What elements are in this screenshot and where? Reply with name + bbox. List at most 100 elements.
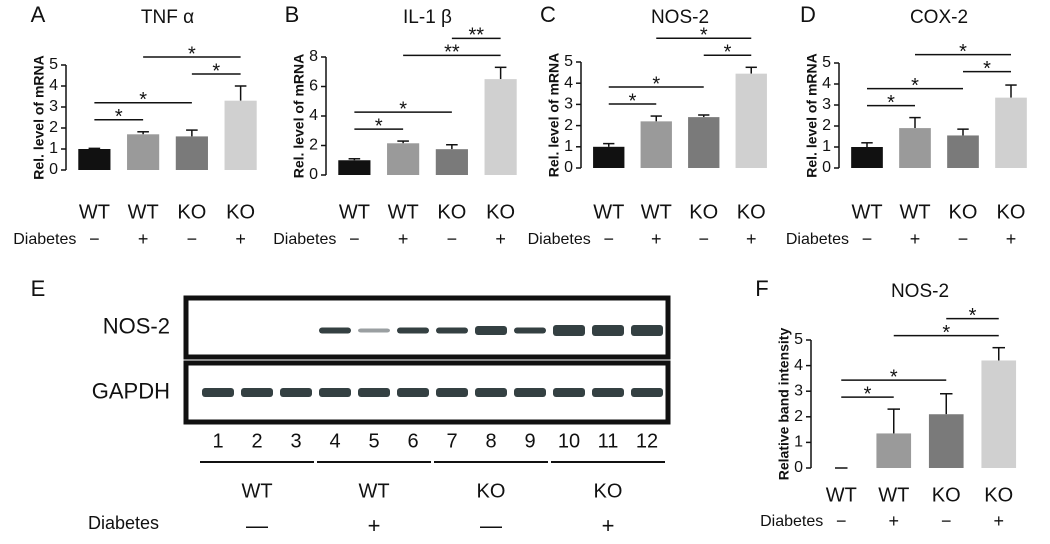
significance-label: *: [700, 25, 708, 47]
condition-sign: −: [603, 229, 614, 249]
y-tick-label: 5: [564, 53, 573, 70]
condition-sign: +: [235, 229, 246, 249]
significance-label: *: [969, 305, 977, 327]
y-tick-label: 1: [822, 138, 831, 155]
condition-sign: −: [349, 229, 360, 249]
y-tick-label: 0: [564, 159, 573, 176]
condition-label: Diabetes: [786, 231, 849, 248]
bar: [876, 433, 912, 468]
condition-sign: −: [447, 229, 458, 249]
chart-title: NOS-2: [651, 7, 709, 28]
blot-row-label: GAPDH: [92, 378, 170, 403]
significance-label: *: [864, 383, 872, 405]
y-tick-label: 2: [794, 408, 803, 425]
significance-label: *: [375, 115, 383, 137]
significance-label: *: [188, 43, 196, 65]
significance-label: *: [887, 92, 895, 114]
significance-label: *: [629, 90, 637, 112]
significance-label: *: [959, 41, 967, 63]
bar: [435, 149, 468, 175]
y-tick-label: 1: [49, 140, 58, 157]
significance-label: *: [399, 98, 407, 120]
blot-band: [631, 325, 663, 336]
condition-sign: −: [862, 229, 873, 249]
y-tick-label: 2: [822, 117, 831, 134]
y-axis-label: Rel. level of mRNA: [31, 55, 47, 179]
condition-sign: +: [495, 229, 506, 249]
condition-sign: +: [651, 229, 662, 249]
condition-sign: —: [480, 513, 502, 538]
y-tick-label: 3: [794, 382, 803, 399]
blot-band: [319, 388, 351, 397]
lane-number: 5: [368, 430, 379, 452]
x-tick-label: WT: [826, 484, 857, 506]
lane-number: 6: [407, 430, 418, 452]
y-tick-label: 0: [794, 459, 803, 476]
bar: [981, 360, 1017, 468]
significance-label: *: [890, 366, 898, 388]
y-tick-label: 4: [309, 107, 318, 124]
bar: [947, 135, 979, 168]
group-label: KO: [477, 480, 506, 502]
bar: [593, 146, 625, 168]
blot-band: [592, 325, 624, 336]
blot-band: [397, 388, 429, 397]
x-tick-label: WT: [79, 201, 110, 223]
lane-number: 1: [212, 430, 223, 452]
blot-band: [475, 326, 507, 335]
y-tick-label: 3: [822, 96, 831, 113]
condition-sign: +: [602, 513, 615, 538]
y-tick-label: 5: [794, 331, 803, 348]
blot-band: [241, 388, 273, 397]
group-label: WT: [358, 480, 389, 502]
lane-number: 3: [290, 430, 301, 452]
bar: [640, 121, 672, 168]
bar: [484, 79, 517, 175]
panel-letter: F: [755, 276, 768, 301]
y-tick-label: 1: [564, 138, 573, 155]
blot-band: [397, 327, 429, 334]
condition-sign: −: [941, 511, 952, 531]
bar: [78, 149, 111, 170]
lane-number: 4: [329, 430, 340, 452]
blot-band: [436, 388, 468, 397]
y-tick-label: 4: [564, 74, 573, 91]
y-tick-label: 2: [49, 119, 58, 136]
bar: [688, 117, 720, 168]
blot-row-label: NOS-2: [103, 313, 170, 338]
y-tick-label: 1: [794, 434, 803, 451]
blot-band: [553, 325, 585, 336]
blot-band: [475, 388, 507, 397]
x-tick-label: KO: [486, 201, 515, 223]
y-tick-label: 6: [309, 78, 318, 95]
blot-band: [319, 327, 351, 334]
x-tick-label: KO: [737, 201, 766, 223]
x-tick-label: KO: [949, 201, 978, 223]
bar: [127, 134, 160, 170]
panel-letter: D: [800, 2, 816, 27]
lane-number: 10: [558, 430, 580, 452]
blot-band: [514, 388, 546, 397]
x-tick-label: WT: [339, 201, 370, 223]
significance-label: *: [942, 322, 950, 344]
significance-label: *: [724, 42, 732, 64]
x-tick-label: KO: [689, 201, 718, 223]
chart-title: IL-1 β: [403, 7, 452, 28]
condition-sign: +: [746, 229, 757, 249]
y-axis-label: Rel. level of mRNA: [546, 53, 562, 177]
condition-sign: +: [910, 229, 921, 249]
y-axis-label: Rel. level of mRNA: [291, 54, 307, 178]
condition-sign: +: [368, 513, 381, 538]
x-tick-label: WT: [851, 201, 882, 223]
condition-sign: −: [958, 229, 969, 249]
y-tick-label: 4: [822, 75, 831, 92]
condition-label: Diabetes: [760, 513, 823, 530]
bar: [224, 100, 257, 170]
y-tick-label: 3: [49, 98, 58, 115]
y-tick-label: 8: [309, 48, 318, 65]
significance-label: *: [652, 73, 660, 95]
y-tick-label: 0: [309, 166, 318, 183]
significance-label: *: [115, 106, 123, 128]
condition-sign: +: [138, 229, 149, 249]
